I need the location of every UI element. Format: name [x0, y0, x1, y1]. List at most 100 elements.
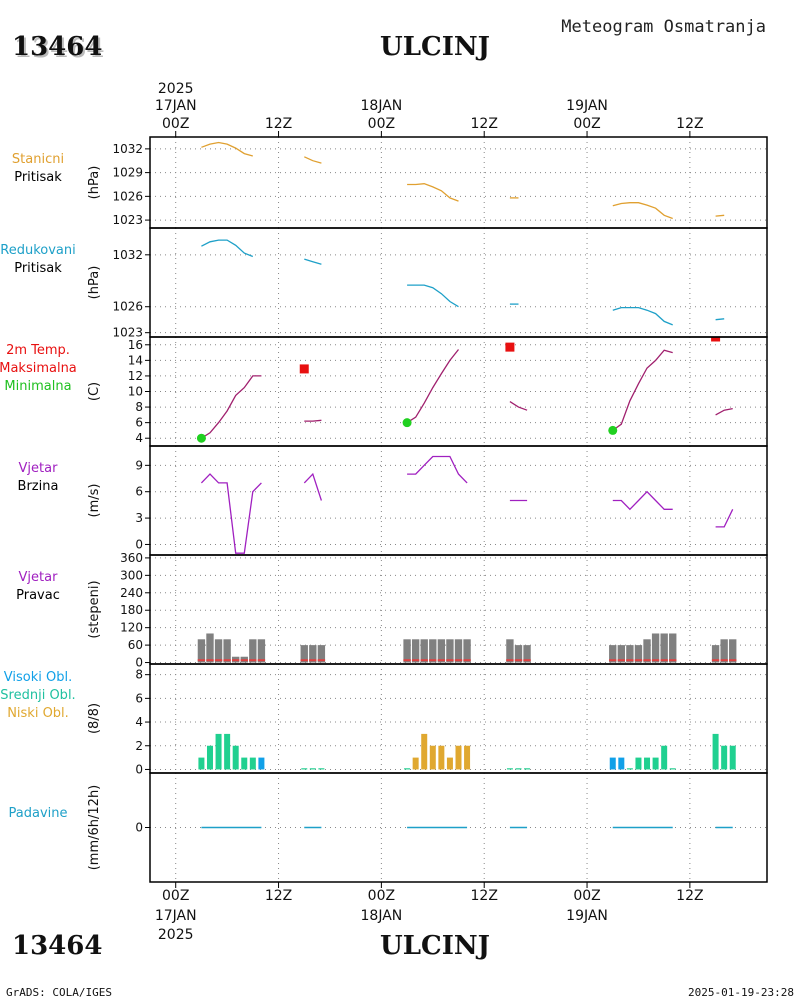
cloud-bar: [446, 757, 453, 770]
cloud-bar: [249, 757, 256, 770]
cloud-bar: [618, 757, 625, 770]
panel-border: [149, 136, 768, 229]
top-hour-label: 12Z: [265, 116, 292, 132]
generated-timestamp: 2025-01-19-23:28: [688, 986, 794, 999]
plot-area: [197, 633, 737, 663]
top-date-label: 18JAN: [361, 98, 403, 114]
direction-bar: [420, 639, 428, 663]
direction-bar: [403, 639, 411, 663]
y-tick-label: 12: [128, 369, 143, 383]
series-line: [612, 202, 673, 220]
y-axis-label: (m/s): [87, 484, 102, 518]
bottom-hour-label: 00Z: [368, 888, 395, 904]
y-tick-label: 360: [120, 551, 143, 565]
cloud-bar: [206, 745, 213, 770]
series-line: [407, 284, 459, 308]
y-tick-label: 0: [135, 656, 143, 670]
panel-border: [149, 772, 768, 883]
cloud-bar: [455, 745, 462, 770]
direction-bar: [609, 645, 617, 663]
frame-layer: 00Z00Z17JAN17JAN2025202512Z12Z00Z00Z18JA…: [149, 81, 768, 943]
direction-bar-base: [506, 659, 514, 662]
direction-bar-base: [669, 659, 677, 662]
direction-bar: [249, 639, 257, 663]
panel-border: [149, 336, 768, 447]
panel-label: Vjetar: [19, 570, 59, 585]
y-tick-label: 1029: [112, 166, 143, 180]
y-axis-label: (hPa): [87, 166, 102, 200]
direction-bar: [651, 633, 660, 663]
series-line: [612, 306, 673, 326]
y-tick-label: 3: [135, 511, 143, 525]
cloud-bar: [232, 745, 239, 770]
direction-bar: [711, 645, 720, 663]
cloud-bar: [224, 733, 231, 770]
panel-label: Maksimalna: [0, 361, 77, 376]
direction-bar-base: [429, 659, 437, 662]
series-line: [509, 401, 528, 411]
direction-bar: [446, 639, 454, 663]
direction-bar-base: [523, 659, 531, 662]
panel-border: [149, 227, 768, 338]
direction-bar: [617, 645, 626, 663]
y-tick-label: 1026: [112, 189, 143, 203]
direction-bar-base: [617, 659, 626, 662]
cloud-bar: [669, 768, 676, 770]
panel-label: Pritisak: [14, 170, 62, 185]
max-temp-marker: [505, 342, 515, 352]
direction-bar: [309, 645, 317, 663]
panel-label: Visoki Obl.: [4, 670, 72, 685]
series-line: [715, 407, 733, 416]
direction-bar: [463, 639, 471, 663]
direction-bar: [214, 639, 223, 663]
top-hour-label: 12Z: [676, 116, 703, 132]
y-tick-label: 0: [135, 537, 143, 551]
y-tick-label: 16: [128, 338, 143, 352]
cloud-bar: [241, 757, 248, 770]
cloud-bar: [301, 768, 308, 770]
direction-bar: [626, 645, 634, 663]
y-tick-label: 240: [120, 586, 143, 600]
cloud-bar: [626, 768, 633, 770]
panel-label: Redukovani: [0, 243, 75, 258]
y-axis-label: (8/8): [87, 703, 102, 734]
max-temp-marker: [711, 337, 721, 342]
cloud-bar: [464, 745, 471, 770]
y-axis-label: (mm/6h/12h): [87, 785, 102, 871]
series-line: [304, 258, 322, 265]
direction-bar-base: [317, 659, 326, 662]
y-tick-label: 6: [135, 485, 143, 499]
panel-clouds: 0 2 4 6 8 (8/8) Visoki Obl. Srednji Obl. Niski O…: [0, 664, 767, 776]
panel-precipitation: 0 (mm/6h/12h) Padavine: [9, 773, 767, 882]
y-tick-label: 6: [135, 691, 143, 705]
panel-label: Pritisak: [14, 261, 62, 276]
max-temp-marker: [299, 364, 309, 374]
bottom-date-label: 19JAN: [566, 908, 608, 924]
top-date-label: 17JAN: [155, 98, 197, 114]
y-tick-label: 6: [135, 416, 143, 430]
bottom-hour-label: 12Z: [676, 888, 703, 904]
series-line: [201, 239, 254, 258]
plot-area: [200, 455, 734, 554]
plot-area: [196, 337, 733, 443]
y-tick-label: 4: [135, 431, 143, 445]
min-temp-marker: [196, 433, 206, 443]
direction-bar-base: [300, 659, 308, 662]
y-tick-label: 60: [128, 638, 143, 652]
panel-label: Pravac: [16, 588, 60, 603]
panel-label: Srednji Obl.: [0, 688, 75, 703]
panels-layer: 1023102610291032(hPa)StanicniPritisak102…: [0, 137, 767, 882]
top-hour-label: 12Z: [471, 116, 498, 132]
series-line: [304, 156, 322, 164]
cloud-bar: [712, 733, 719, 770]
y-axis-label: (C): [87, 382, 102, 401]
direction-bar-base: [223, 659, 231, 662]
cloud-bar: [524, 768, 531, 770]
cloud-bar: [609, 757, 616, 770]
direction-bar-base: [446, 659, 454, 662]
direction-bar-base: [420, 659, 428, 662]
series-line: [407, 183, 459, 202]
direction-bar-base: [403, 659, 411, 662]
cloud-bar: [429, 745, 436, 770]
